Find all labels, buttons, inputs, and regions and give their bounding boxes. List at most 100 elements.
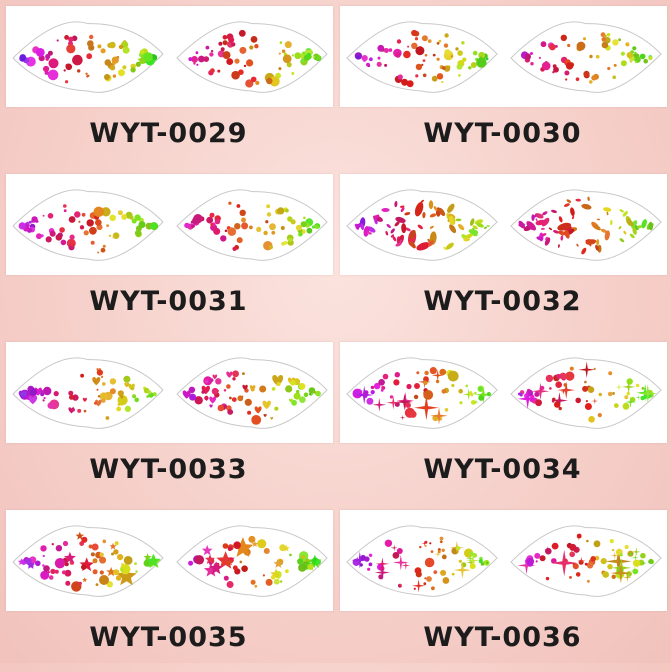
sticker-gem xyxy=(630,397,636,403)
sticker-gem xyxy=(241,222,249,230)
sticker-gem xyxy=(43,565,50,572)
sticker-gem xyxy=(301,555,306,560)
sticker-gem xyxy=(35,560,41,567)
sticker-gem xyxy=(117,390,124,397)
sticker-gem xyxy=(451,383,455,388)
sticker-gem xyxy=(560,388,567,395)
sticker-gem xyxy=(54,558,66,569)
sticker-gem xyxy=(427,39,432,43)
sticker-gem xyxy=(229,396,232,400)
sticker-gem xyxy=(269,76,280,87)
sticker-gem xyxy=(234,223,241,230)
sticker-gem xyxy=(99,392,108,401)
sticker-gem xyxy=(89,34,94,40)
sticker-gem xyxy=(40,389,44,393)
sticker-gem xyxy=(72,408,76,412)
sticker-gem xyxy=(193,62,196,65)
sticker-gem xyxy=(571,215,575,220)
sticker-gem xyxy=(106,566,116,577)
sticker-gem xyxy=(300,59,304,63)
sticker-gem xyxy=(254,44,259,49)
sticker-gem xyxy=(384,539,393,547)
sticker-gem xyxy=(622,211,628,217)
sticker-gem xyxy=(424,53,428,57)
sticker-gem xyxy=(316,56,321,60)
sticker-gem xyxy=(600,558,607,565)
sticker-gem xyxy=(81,536,88,543)
sticker-gem xyxy=(354,390,360,396)
sticker-gem xyxy=(217,389,219,392)
product-tile[interactable]: WYT-0031 xyxy=(2,170,335,336)
sticker-gem xyxy=(377,44,385,52)
sticker-gem xyxy=(87,74,90,78)
sticker-gem xyxy=(420,199,424,203)
sticker-gem xyxy=(577,556,586,566)
sticker-gem xyxy=(245,79,254,88)
sticker-gem xyxy=(249,385,256,391)
sticker-gem xyxy=(421,35,428,42)
sticker-gem xyxy=(447,370,459,382)
sticker-gem xyxy=(531,382,550,400)
sticker-gem xyxy=(635,61,638,64)
sticker-gem xyxy=(251,415,262,425)
product-tile[interactable]: WYT-0034 xyxy=(336,338,669,504)
sticker-gem xyxy=(95,583,99,586)
sticker-gem xyxy=(112,236,115,239)
sticker-gem xyxy=(474,219,484,225)
product-tile[interactable]: WYT-0035 xyxy=(2,506,335,672)
product-code: WYT-0031 xyxy=(89,286,248,317)
sticker-gem xyxy=(638,384,658,403)
sticker-gem xyxy=(109,65,116,71)
sticker-gem xyxy=(265,578,273,586)
sticker-gem xyxy=(204,379,209,384)
sticker-gem xyxy=(455,218,462,222)
sticker-gem xyxy=(281,49,286,53)
sticker-gem xyxy=(48,58,59,69)
sticker-gem xyxy=(291,72,295,75)
product-tile[interactable]: WYT-0032 xyxy=(336,170,669,336)
sticker-gem xyxy=(401,223,407,234)
sticker-gem xyxy=(569,366,574,371)
sticker-gem xyxy=(129,215,134,220)
sticker-gem xyxy=(575,77,580,81)
sticker-gem xyxy=(249,45,254,50)
sticker-gem xyxy=(272,374,284,387)
sticker-gem xyxy=(538,56,541,60)
sticker-gem xyxy=(375,557,390,571)
sticker-gem xyxy=(612,39,619,46)
sticker-gem xyxy=(356,387,364,395)
sticker-gem xyxy=(356,55,360,60)
sticker-gem xyxy=(624,544,629,550)
sticker-gem xyxy=(94,401,97,405)
sticker-gem xyxy=(584,380,587,384)
sticker-gem xyxy=(290,380,296,386)
sticker-gem xyxy=(24,226,30,231)
product-tile[interactable]: WYT-0033 xyxy=(2,338,335,504)
sticker-gem xyxy=(392,552,400,559)
sticker-gem xyxy=(366,231,373,235)
sticker-gem xyxy=(589,80,593,84)
sticker-gem xyxy=(541,233,547,237)
sticker-gem xyxy=(132,394,137,399)
sticker-gem xyxy=(122,46,130,54)
sticker-gem xyxy=(269,223,276,231)
sticker-gem xyxy=(278,52,281,55)
sticker-gem xyxy=(626,51,633,59)
product-tile[interactable]: WYT-0036 xyxy=(336,506,669,672)
sticker-gem xyxy=(621,380,636,394)
sticker-gem xyxy=(116,406,122,412)
sticker-gem xyxy=(581,203,592,210)
sticker-gem xyxy=(597,413,602,418)
sticker-gem xyxy=(518,224,522,227)
sticker-gem xyxy=(472,225,478,230)
sticker-gem xyxy=(622,402,630,410)
sticker-gem xyxy=(438,207,446,217)
sticker-gem xyxy=(643,58,648,64)
sticker-gem xyxy=(441,80,444,84)
product-tile[interactable]: WYT-0029 xyxy=(2,2,335,168)
sticker-gem xyxy=(607,391,613,397)
sticker-gem xyxy=(466,554,480,568)
sticker-gem xyxy=(619,553,623,557)
sticker-gem xyxy=(583,37,586,41)
product-tile[interactable]: WYT-0030 xyxy=(336,2,669,168)
